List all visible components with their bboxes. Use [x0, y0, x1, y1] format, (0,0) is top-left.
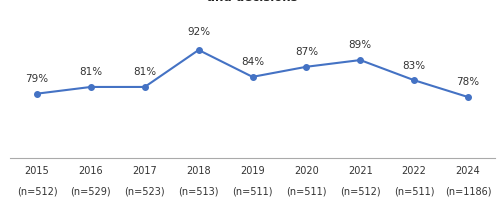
Text: (n=511): (n=511): [394, 187, 434, 197]
Text: 2015: 2015: [24, 166, 50, 176]
Text: 89%: 89%: [348, 40, 372, 50]
Title: Proportion of tenants who felt the Council's Housing Service was
very or fairly : Proportion of tenants who felt the Counc…: [34, 0, 471, 4]
Text: 84%: 84%: [241, 57, 264, 67]
Text: 2017: 2017: [132, 166, 157, 176]
Text: 2024: 2024: [456, 166, 480, 176]
Text: (n=523): (n=523): [124, 187, 165, 197]
Text: 2019: 2019: [240, 166, 265, 176]
Text: 83%: 83%: [402, 60, 425, 70]
Text: (n=511): (n=511): [232, 187, 273, 197]
Text: 2018: 2018: [186, 166, 211, 176]
Text: (n=512): (n=512): [16, 187, 58, 197]
Text: 2016: 2016: [78, 166, 103, 176]
Text: (n=529): (n=529): [70, 187, 111, 197]
Text: 81%: 81%: [80, 67, 102, 77]
Text: (n=511): (n=511): [286, 187, 327, 197]
Text: 87%: 87%: [295, 47, 318, 57]
Text: 79%: 79%: [26, 74, 48, 84]
Text: 78%: 78%: [456, 77, 479, 87]
Text: 2021: 2021: [348, 166, 372, 176]
Text: 92%: 92%: [187, 27, 210, 37]
Text: 81%: 81%: [133, 67, 156, 77]
Text: 2020: 2020: [294, 166, 319, 176]
Text: (n=512): (n=512): [340, 187, 380, 197]
Text: (n=1186): (n=1186): [445, 187, 492, 197]
Text: (n=513): (n=513): [178, 187, 219, 197]
Text: 2022: 2022: [402, 166, 426, 176]
